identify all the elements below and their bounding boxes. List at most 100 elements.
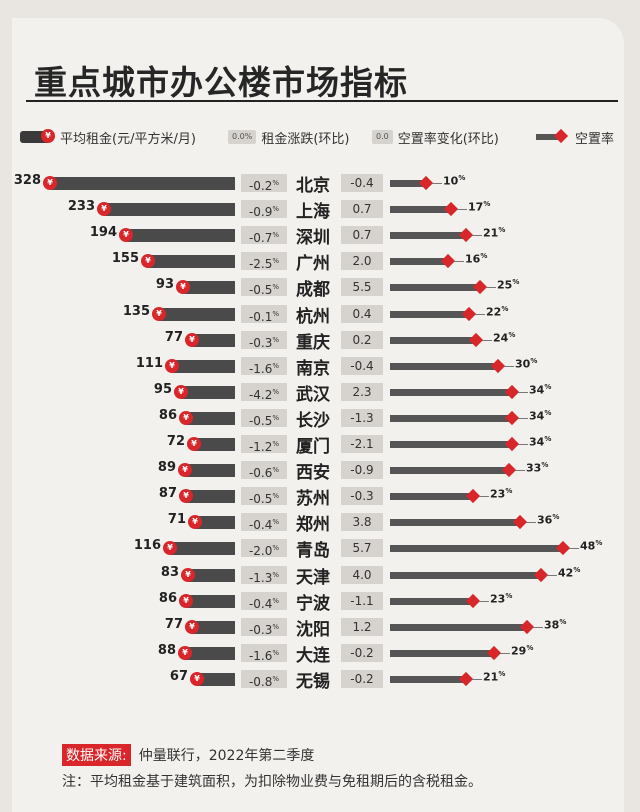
vacancy-bar <box>390 232 466 240</box>
vacancy-marker <box>418 175 434 191</box>
rent-bar: ¥ <box>190 671 235 686</box>
rent-value: 87 <box>158 486 177 502</box>
vacancy-value: 30% <box>515 356 538 371</box>
rent-change-value: -1.3% <box>241 565 287 585</box>
vacancy-value: 34% <box>529 435 552 449</box>
vacancy-change-value: 5.5 <box>341 278 383 297</box>
vacancy-value: 25% <box>497 278 520 293</box>
vacancy-change-value: -1.1 <box>341 591 383 610</box>
yen-icon: ¥ <box>163 541 177 556</box>
rent-change-value: -0.5% <box>241 487 287 506</box>
vacancy-change-value: -0.4 <box>341 174 383 192</box>
vacancy-change-value: -0.4 <box>341 356 383 375</box>
rent-bar: ¥ <box>181 567 235 582</box>
vacancy-leader <box>569 548 579 550</box>
table-row: ¥89 -0.6% 西安 -0.9 33% <box>0 458 640 484</box>
legend-vacancy-swatch <box>536 128 570 144</box>
rent-change-value: -0.2% <box>241 174 287 193</box>
yen-icon: ¥ <box>119 228 133 243</box>
rent-change-value: -0.5% <box>241 278 287 297</box>
vacancy-change-value: 0.2 <box>341 330 383 349</box>
vacancy-bar <box>390 414 512 422</box>
city-name: 宁波 <box>296 593 330 614</box>
rent-value: 135 <box>122 303 150 319</box>
legend-rent-label: 平均租金(元/平方米/月) <box>60 131 196 147</box>
vacancy-change-value: 1.2 <box>341 617 383 636</box>
vacancy-marker <box>461 306 477 321</box>
rent-bar: ¥ <box>163 541 235 556</box>
rent-change-value: -0.3% <box>241 617 287 637</box>
table-row: ¥77 -0.3% 重庆 0.2 24% <box>0 328 640 354</box>
yen-icon: ¥ <box>165 358 179 373</box>
rent-change-value: -0.3% <box>241 330 287 350</box>
rent-change-value: -4.2% <box>241 382 287 402</box>
rent-change-value: -0.6% <box>241 461 287 480</box>
vacancy-change-value: 0.7 <box>341 200 383 219</box>
vacancy-leader <box>432 183 442 184</box>
source-label: 数据来源: <box>62 744 131 766</box>
vacancy-change-value: 2.3 <box>341 382 383 401</box>
legend-vacancy-label: 空置率 <box>575 131 615 147</box>
vacancy-value: 34% <box>529 382 552 397</box>
yen-icon: ¥ <box>97 202 111 217</box>
rent-value: 72 <box>166 434 185 449</box>
yen-icon: ¥ <box>181 567 195 582</box>
rent-bar: ¥ <box>188 515 235 530</box>
card-background <box>12 18 624 812</box>
vacancy-leader <box>518 417 528 419</box>
vacancy-value: 24% <box>493 330 516 345</box>
rent-value: 328 <box>13 173 41 188</box>
vacancy-value: 17% <box>468 200 491 214</box>
vacancy-value: 34% <box>529 408 552 423</box>
title-divider <box>26 100 618 102</box>
rent-value: 111 <box>135 355 163 371</box>
vacancy-bar <box>390 284 480 292</box>
yen-icon: ¥ <box>190 671 204 686</box>
rent-change-value: -0.9% <box>241 200 287 219</box>
vacancy-marker <box>504 436 520 452</box>
legend-vacancy: 空置率 <box>536 127 614 147</box>
city-name: 长沙 <box>296 410 330 431</box>
rent-bar: ¥ <box>141 254 235 269</box>
vacancy-marker <box>458 228 474 243</box>
rent-value: 86 <box>158 590 177 606</box>
vacancy-value: 23% <box>490 487 513 501</box>
vacancy-leader <box>479 600 489 602</box>
city-name: 苏州 <box>296 489 330 510</box>
vacancy-leader <box>486 287 496 289</box>
rent-change-value: -0.4% <box>241 591 287 611</box>
vacancy-bar <box>390 467 509 475</box>
rent-bar: ¥ <box>119 228 235 243</box>
rent-value: 89 <box>157 460 176 476</box>
rent-value: 155 <box>111 251 139 267</box>
vacancy-bar <box>390 493 473 501</box>
rent-change-value: -2.5% <box>241 252 287 271</box>
rent-value: 86 <box>158 407 177 423</box>
yen-icon: ¥ <box>187 437 201 451</box>
legend-vacancy-change: 0.0 空置率变化(环比) <box>372 127 499 147</box>
vacancy-bar <box>390 180 426 187</box>
vacancy-leader <box>533 626 543 628</box>
table-row: ¥95 -4.2% 武汉 2.3 34% <box>0 380 640 406</box>
rent-value: 83 <box>160 564 179 580</box>
page-title: 重点城市办公楼市场指标 <box>34 63 408 102</box>
table-row: ¥93 -0.5% 成都 5.5 25% <box>0 275 640 301</box>
yen-icon: ¥ <box>141 254 155 269</box>
vacancy-bar <box>390 649 494 657</box>
city-name: 厦门 <box>296 437 330 457</box>
rent-bar: ¥ <box>179 489 235 504</box>
table-row: ¥86 -0.4% 宁波 -1.1 23% <box>0 589 640 615</box>
rent-change-value: -0.8% <box>241 669 287 689</box>
rent-value: 67 <box>169 668 188 684</box>
vacancy-change-value: -1.3 <box>341 408 383 427</box>
rent-change-value: -0.7% <box>241 226 287 245</box>
city-name: 重庆 <box>296 332 330 353</box>
rent-bar: ¥ <box>97 202 235 217</box>
source-text: 仲量联行，2022年第二季度 <box>138 748 315 764</box>
vacancy-marker <box>465 593 481 608</box>
yen-icon: ¥ <box>188 515 202 530</box>
vacancy-change-value: -0.3 <box>341 487 383 506</box>
vacancy-marker <box>472 280 488 295</box>
vacancy-value: 21% <box>483 669 506 684</box>
city-name: 北京 <box>296 176 330 196</box>
